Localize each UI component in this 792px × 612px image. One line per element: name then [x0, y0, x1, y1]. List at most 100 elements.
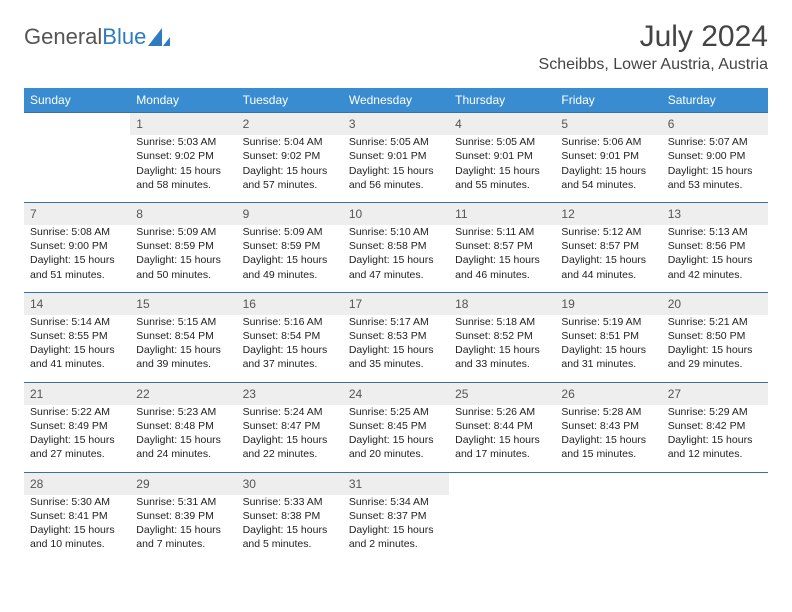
sunrise-text: Sunrise: 5:34 AM — [349, 495, 443, 509]
day-number: 26 — [555, 382, 661, 405]
sunset-text: Sunset: 8:49 PM — [30, 419, 124, 433]
day-content-row: Sunrise: 5:22 AMSunset: 8:49 PM Daylight:… — [24, 405, 768, 472]
day-number: 4 — [449, 113, 555, 136]
sunrise-text: Sunrise: 5:28 AM — [561, 405, 655, 419]
daylight-text: Daylight: 15 hours and 33 minutes. — [455, 343, 549, 371]
day-header: Sunday — [24, 88, 130, 113]
sunrise-text: Sunrise: 5:05 AM — [349, 135, 443, 149]
day-number: 24 — [343, 382, 449, 405]
sunrise-text: Sunrise: 5:14 AM — [30, 315, 124, 329]
sunrise-text: Sunrise: 5:13 AM — [668, 225, 762, 239]
daylight-text: Daylight: 15 hours and 5 minutes. — [243, 523, 337, 551]
day-cell: Sunrise: 5:31 AMSunset: 8:39 PMDaylight:… — [130, 495, 236, 562]
day-cell: Sunrise: 5:15 AMSunset: 8:54 PMDaylight:… — [130, 315, 236, 382]
sunrise-text: Sunrise: 5:30 AM — [30, 495, 124, 509]
day-cell: Sunrise: 5:26 AMSunset: 8:44 PMDaylight:… — [449, 405, 555, 472]
sunset-text: Sunset: 8:37 PM — [349, 509, 443, 523]
daylight-text: Daylight: 15 hours and 41 minutes. — [30, 343, 124, 371]
daylight-text: Daylight: 15 hours and 7 minutes. — [136, 523, 230, 551]
sunset-text: Sunset: 8:55 PM — [30, 329, 124, 343]
day-number — [555, 472, 661, 495]
day-number: 16 — [237, 292, 343, 315]
title-block: July 2024 Scheibbs, Lower Austria, Austr… — [539, 20, 768, 74]
day-number: 27 — [662, 382, 768, 405]
day-cell: Sunrise: 5:04 AMSunset: 9:02 PMDaylight:… — [237, 135, 343, 202]
day-cell: Sunrise: 5:28 AMSunset: 8:43 PMDaylight:… — [555, 405, 661, 472]
day-cell: Sunrise: 5:12 AMSunset: 8:57 PMDaylight:… — [555, 225, 661, 292]
sunset-text: Sunset: 9:01 PM — [561, 149, 655, 163]
sunrise-text: Sunrise: 5:12 AM — [561, 225, 655, 239]
day-content-row: Sunrise: 5:03 AMSunset: 9:02 PMDaylight:… — [24, 135, 768, 202]
sunrise-text: Sunrise: 5:07 AM — [668, 135, 762, 149]
day-cell — [662, 495, 768, 562]
sunset-text: Sunset: 8:45 PM — [349, 419, 443, 433]
sunrise-text: Sunrise: 5:33 AM — [243, 495, 337, 509]
day-cell: Sunrise: 5:09 AMSunset: 8:59 PMDaylight:… — [237, 225, 343, 292]
day-cell: Sunrise: 5:07 AMSunset: 9:00 PMDaylight:… — [662, 135, 768, 202]
brand-part1: General — [24, 24, 102, 50]
sunset-text: Sunset: 8:53 PM — [349, 329, 443, 343]
day-cell: Sunrise: 5:17 AMSunset: 8:53 PMDaylight:… — [343, 315, 449, 382]
day-cell: Sunrise: 5:09 AMSunset: 8:59 PMDaylight:… — [130, 225, 236, 292]
day-cell: Sunrise: 5:29 AMSunset: 8:42 PMDaylight:… — [662, 405, 768, 472]
sunrise-text: Sunrise: 5:08 AM — [30, 225, 124, 239]
day-header: Tuesday — [237, 88, 343, 113]
sunrise-text: Sunrise: 5:22 AM — [30, 405, 124, 419]
day-content-row: Sunrise: 5:08 AMSunset: 9:00 PMDaylight:… — [24, 225, 768, 292]
day-cell — [24, 135, 130, 202]
sunset-text: Sunset: 8:59 PM — [136, 239, 230, 253]
sunrise-text: Sunrise: 5:21 AM — [668, 315, 762, 329]
daynum-row: 28293031 — [24, 472, 768, 495]
day-number: 19 — [555, 292, 661, 315]
sunrise-text: Sunrise: 5:06 AM — [561, 135, 655, 149]
daylight-text: Daylight: 15 hours and 31 minutes. — [561, 343, 655, 371]
sunset-text: Sunset: 8:44 PM — [455, 419, 549, 433]
sail-icon — [148, 28, 170, 46]
daylight-text: Daylight: 15 hours and 20 minutes. — [349, 433, 443, 461]
daylight-text: Daylight: 15 hours and 57 minutes. — [243, 164, 337, 192]
daylight-text: Daylight: 15 hours and 49 minutes. — [243, 253, 337, 281]
sunset-text: Sunset: 9:02 PM — [136, 149, 230, 163]
day-number: 25 — [449, 382, 555, 405]
sunset-text: Sunset: 8:47 PM — [243, 419, 337, 433]
day-number: 14 — [24, 292, 130, 315]
daylight-text: Daylight: 15 hours and 44 minutes. — [561, 253, 655, 281]
daynum-row: 123456 — [24, 113, 768, 136]
day-cell: Sunrise: 5:14 AMSunset: 8:55 PMDaylight:… — [24, 315, 130, 382]
day-number: 13 — [662, 202, 768, 225]
day-cell — [449, 495, 555, 562]
day-number: 10 — [343, 202, 449, 225]
sunset-text: Sunset: 8:39 PM — [136, 509, 230, 523]
daylight-text: Daylight: 15 hours and 39 minutes. — [136, 343, 230, 371]
daylight-text: Daylight: 15 hours and 56 minutes. — [349, 164, 443, 192]
day-number: 9 — [237, 202, 343, 225]
day-cell: Sunrise: 5:23 AMSunset: 8:48 PMDaylight:… — [130, 405, 236, 472]
day-cell: Sunrise: 5:19 AMSunset: 8:51 PMDaylight:… — [555, 315, 661, 382]
sunset-text: Sunset: 9:02 PM — [243, 149, 337, 163]
sunrise-text: Sunrise: 5:25 AM — [349, 405, 443, 419]
day-number: 11 — [449, 202, 555, 225]
day-number: 23 — [237, 382, 343, 405]
sunrise-text: Sunrise: 5:09 AM — [136, 225, 230, 239]
day-number: 21 — [24, 382, 130, 405]
day-cell: Sunrise: 5:10 AMSunset: 8:58 PMDaylight:… — [343, 225, 449, 292]
sunset-text: Sunset: 8:52 PM — [455, 329, 549, 343]
daylight-text: Daylight: 15 hours and 15 minutes. — [561, 433, 655, 461]
day-number — [24, 113, 130, 136]
sunset-text: Sunset: 9:01 PM — [349, 149, 443, 163]
daylight-text: Daylight: 15 hours and 10 minutes. — [30, 523, 124, 551]
sunset-text: Sunset: 9:01 PM — [455, 149, 549, 163]
daylight-text: Daylight: 15 hours and 46 minutes. — [455, 253, 549, 281]
day-cell: Sunrise: 5:33 AMSunset: 8:38 PMDaylight:… — [237, 495, 343, 562]
daylight-text: Daylight: 15 hours and 12 minutes. — [668, 433, 762, 461]
sunrise-text: Sunrise: 5:16 AM — [243, 315, 337, 329]
daylight-text: Daylight: 15 hours and 24 minutes. — [136, 433, 230, 461]
day-cell: Sunrise: 5:30 AMSunset: 8:41 PMDaylight:… — [24, 495, 130, 562]
day-cell: Sunrise: 5:24 AMSunset: 8:47 PMDaylight:… — [237, 405, 343, 472]
daylight-text: Daylight: 15 hours and 22 minutes. — [243, 433, 337, 461]
sunrise-text: Sunrise: 5:04 AM — [243, 135, 337, 149]
sunrise-text: Sunrise: 5:10 AM — [349, 225, 443, 239]
day-cell: Sunrise: 5:05 AMSunset: 9:01 PMDaylight:… — [449, 135, 555, 202]
sunset-text: Sunset: 8:50 PM — [668, 329, 762, 343]
day-header: Monday — [130, 88, 236, 113]
